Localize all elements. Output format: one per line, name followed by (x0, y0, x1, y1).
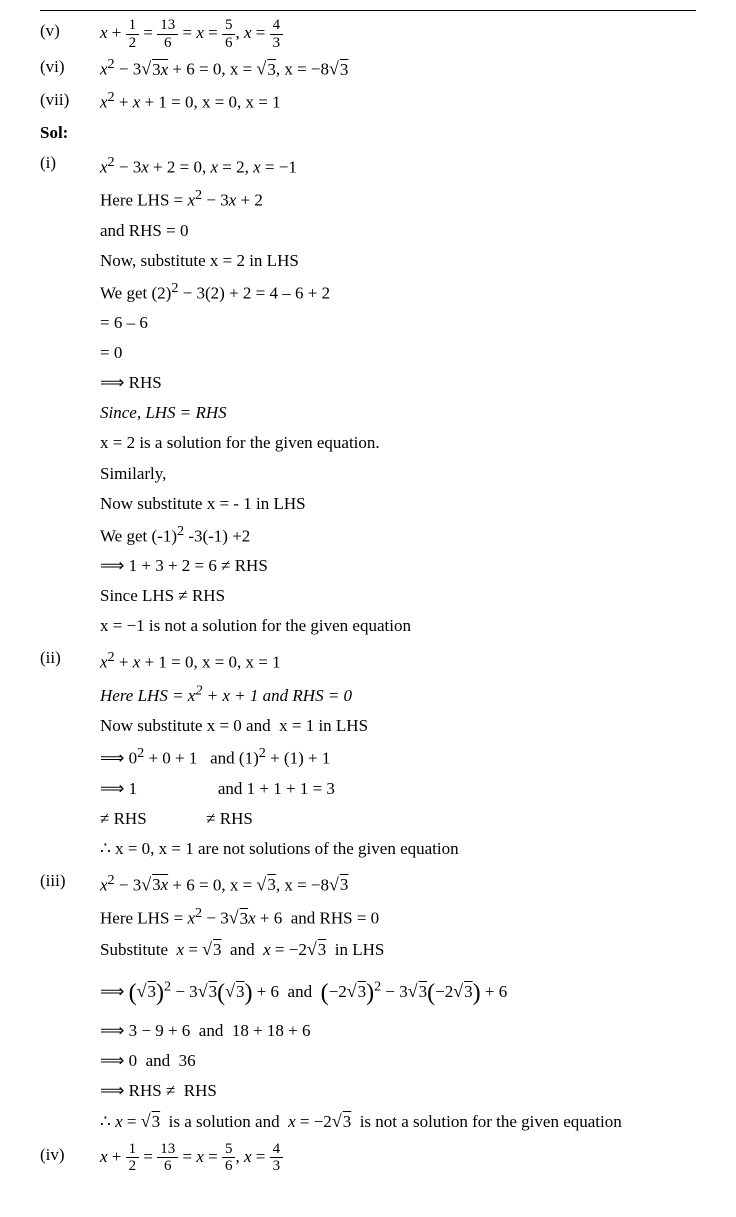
i-l4: Now, substitute x = 2 in LHS (100, 247, 696, 275)
item-ii: (ii) x2 + x + 1 = 0, x = 0, x = 1 Here L… (40, 644, 696, 864)
item-iii-num: (iii) (40, 867, 100, 895)
item-vi: (vi) x2 − 3√3x + 6 = 0, x = √3, x = −8√3 (40, 53, 696, 84)
i-l6: = 6 – 6 (100, 309, 696, 337)
item-v-num: (v) (40, 17, 100, 45)
item-vii-eq: x2 + x + 1 = 0, x = 0, x = 1 (100, 86, 696, 117)
i-l15: Since LHS ≠ RHS (100, 582, 696, 610)
item-iv-eq: x + 12 = 136 = x = 56, x = 43 (100, 1141, 696, 1175)
ii-l4: ⟹ 02 + 0 + 1 and (1)2 + (1) + 1 (100, 742, 696, 773)
i-l11: Similarly, (100, 460, 696, 488)
ii-l5: ⟹ 1 and 1 + 1 + 1 = 3 (100, 775, 696, 803)
item-v: (v) x + 12 = 136 = x = 56, x = 43 (40, 17, 696, 51)
item-vi-num: (vi) (40, 53, 100, 81)
iii-l3: Substitute x = √3 and x = −2√3 in LHS (100, 935, 696, 965)
top-rule (40, 10, 696, 11)
item-vii-num: (vii) (40, 86, 100, 114)
iii-l4: ⟹ (√3)2 − 3√3(√3) + 6 and (−2√3)2 − 3√3(… (100, 971, 696, 1011)
ii-l3: Now substitute x = 0 and x = 1 in LHS (100, 712, 696, 740)
iii-l6: ⟹ 0 and 36 (100, 1047, 696, 1075)
i-l10: x = 2 is a solution for the given equati… (100, 429, 696, 457)
iii-l2: Here LHS = x2 − 3√3x + 6 and RHS = 0 (100, 902, 696, 933)
i-l13: We get (-1)2 -3(-1) +2 (100, 520, 696, 551)
i-l16: x = −1 is not a solution for the given e… (100, 612, 696, 640)
i-l7: = 0 (100, 339, 696, 367)
item-iv-num: (iv) (40, 1141, 100, 1169)
item-i-num: (i) (40, 149, 100, 177)
i-l3: and RHS = 0 (100, 217, 696, 245)
iii-l7: ⟹ RHS ≠ RHS (100, 1077, 696, 1105)
item-vii: (vii) x2 + x + 1 = 0, x = 0, x = 1 (40, 86, 696, 117)
item-ii-body: x2 + x + 1 = 0, x = 0, x = 1 Here LHS = … (100, 644, 696, 864)
item-iii-body: x2 − 3√3x + 6 = 0, x = √3, x = −8√3 Here… (100, 867, 696, 1139)
i-l12: Now substitute x = - 1 in LHS (100, 490, 696, 518)
ii-l1: x2 + x + 1 = 0, x = 0, x = 1 (100, 646, 696, 677)
iii-l5: ⟹ 3 − 9 + 6 and 18 + 18 + 6 (100, 1017, 696, 1045)
iii-l1: x2 − 3√3x + 6 = 0, x = √3, x = −8√3 (100, 869, 696, 900)
item-iv: (iv) x + 12 = 136 = x = 56, x = 43 (40, 1141, 696, 1175)
ii-l6: ≠ RHS ≠ RHS (100, 805, 696, 833)
ii-l7: ∴ x = 0, x = 1 are not solutions of the … (100, 835, 696, 863)
iii-l8: ∴ x = √3 is a solution and x = −2√3 is n… (100, 1107, 696, 1137)
item-iii: (iii) x2 − 3√3x + 6 = 0, x = √3, x = −8√… (40, 867, 696, 1139)
item-i-body: x2 − 3x + 2 = 0, x = 2, x = −1 Here LHS … (100, 149, 696, 642)
item-ii-num: (ii) (40, 644, 100, 672)
item-v-eq: x + 12 = 136 = x = 56, x = 43 (100, 17, 696, 51)
i-l8: ⟹ RHS (100, 369, 696, 397)
i-l14: ⟹ 1 + 3 + 2 = 6 ≠ RHS (100, 552, 696, 580)
i-l9: Since, LHS = RHS (100, 399, 696, 427)
ii-l2: Here LHS = x2 + x + 1 and RHS = 0 (100, 679, 696, 710)
sol-label: Sol: (40, 119, 696, 147)
sol-text: Sol: (40, 119, 100, 147)
i-l2: Here LHS = x2 − 3x + 2 (100, 184, 696, 215)
item-i: (i) x2 − 3x + 2 = 0, x = 2, x = −1 Here … (40, 149, 696, 642)
item-vi-eq: x2 − 3√3x + 6 = 0, x = √3, x = −8√3 (100, 53, 696, 84)
i-l5: We get (2)2 − 3(2) + 2 = 4 – 6 + 2 (100, 277, 696, 308)
i-l1: x2 − 3x + 2 = 0, x = 2, x = −1 (100, 151, 696, 182)
